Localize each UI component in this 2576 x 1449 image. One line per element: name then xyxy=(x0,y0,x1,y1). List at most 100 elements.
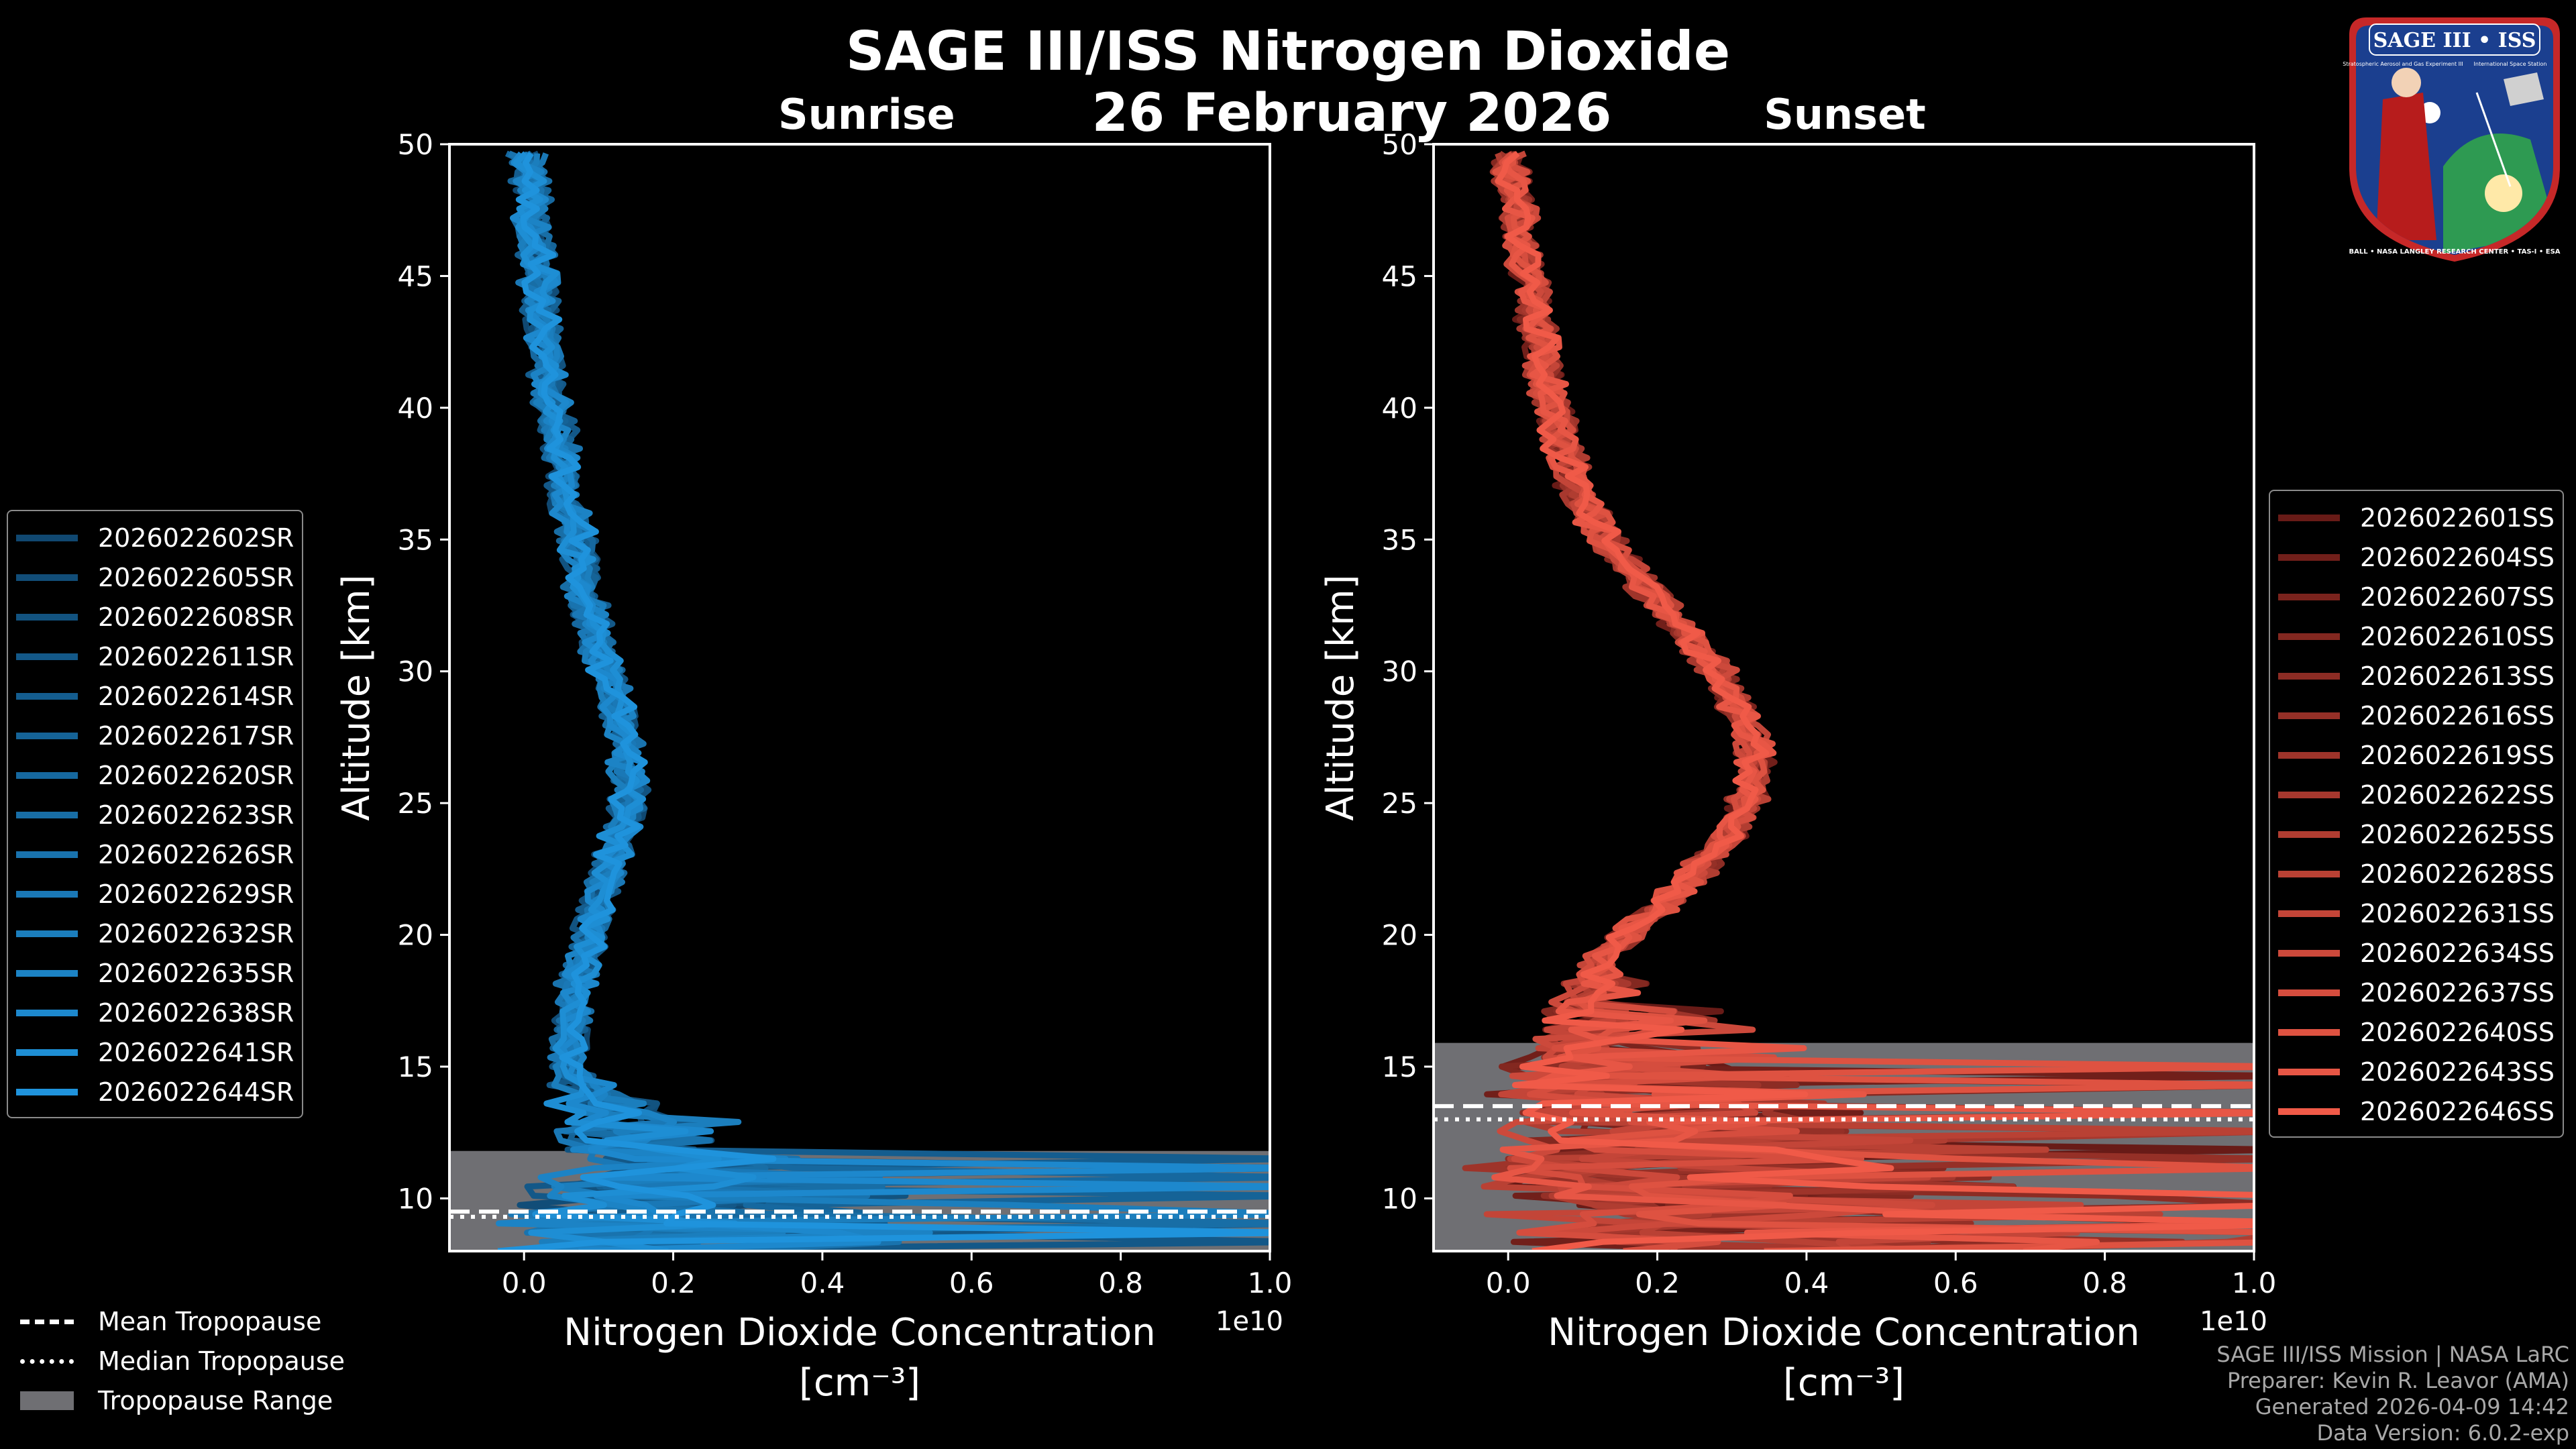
sr-legend-swatch xyxy=(16,930,78,937)
sr-legend-swatch xyxy=(16,811,78,818)
footer-credits: SAGE III/ISS Mission | NASA LaRC Prepare… xyxy=(2216,1342,2569,1446)
ss-xtick-label-0: 0.0 xyxy=(1486,1267,1531,1299)
ss-legend-label: 2026022610SS xyxy=(2360,621,2555,651)
ss-legend-swatch xyxy=(2278,791,2340,798)
ss-xtick-label-5: 1.0 xyxy=(2232,1267,2277,1299)
mean-tropopause-swatch xyxy=(20,1312,74,1331)
ss-series-2026022646SS xyxy=(1495,151,2254,1251)
ss-legend-swatch xyxy=(2278,712,2340,719)
sr-ytick-label-7: 45 xyxy=(398,260,433,292)
sr-xtick-label-3: 0.6 xyxy=(949,1267,994,1299)
ss-ytick-label-0: 10 xyxy=(1382,1182,1417,1215)
sr-legend-label: 2026022605SR xyxy=(98,562,294,592)
sr-series-2026022623SR xyxy=(518,153,1270,1251)
sr-legend-label: 2026022608SR xyxy=(98,602,294,632)
sr-legend-swatch xyxy=(16,890,78,898)
sr-legend-swatch xyxy=(16,1088,78,1095)
ss-xlabel-units: [cm⁻³] xyxy=(1783,1361,1904,1405)
ss-ytick-label-5: 35 xyxy=(1382,523,1417,556)
ss-legend-item: 2026022622SS xyxy=(2278,775,2555,814)
logo-ring-text: BALL • NASA LANGLEY RESEARCH CENTER • TA… xyxy=(2349,248,2560,256)
sr-legend-swatch xyxy=(16,534,78,541)
sunrise-subtitle: Sunrise xyxy=(778,90,955,139)
ss-legend-swatch xyxy=(2278,514,2340,521)
sr-legend-swatch xyxy=(16,771,78,779)
sr-legend-item: 2026022644SR xyxy=(16,1072,294,1112)
footer-line-generated: Generated 2026-04-09 14:42 xyxy=(2255,1394,2569,1419)
ss-legend-swatch xyxy=(2278,633,2340,640)
ss-legend-item: 2026022619SS xyxy=(2278,735,2555,775)
ss-legend-swatch xyxy=(2278,593,2340,600)
ss-ytick-label-3: 25 xyxy=(1382,787,1417,820)
sunset-legend: 2026022601SS 2026022604SS 2026022607SS 2026… xyxy=(2269,490,2565,1138)
sr-legend-label: 2026022626SR xyxy=(98,839,294,869)
sr-ytick-label-6: 40 xyxy=(398,392,433,425)
ss-legend-item: 2026022616SS xyxy=(2278,696,2555,735)
sr-ytick-label-3: 25 xyxy=(398,787,433,820)
ss-legend-item: 2026022628SS xyxy=(2278,854,2555,894)
sr-legend-item: 2026022632SR xyxy=(16,914,294,953)
ss-legend-item: 2026022634SS xyxy=(2278,933,2555,973)
ss-ytick-label-1: 15 xyxy=(1382,1051,1417,1083)
tropopause-legend-mean: Mean Tropopause xyxy=(20,1301,345,1341)
ss-legend-label: 2026022607SS xyxy=(2360,582,2555,612)
sr-legend-swatch xyxy=(16,1049,78,1056)
sage-iii-iss-logo: SAGE III • ISS Stratospheric Aerosol and… xyxy=(2343,17,2561,262)
sr-legend-item: 2026022629SR xyxy=(16,874,294,914)
ss-legend-swatch xyxy=(2278,949,2340,957)
ss-legend-swatch xyxy=(2278,1068,2340,1075)
ss-legend-swatch xyxy=(2278,553,2340,561)
ss-ylabel: Altitude [km] xyxy=(1319,574,1362,820)
sr-legend-label: 2026022635SR xyxy=(98,958,294,988)
sunset-subtitle: Sunset xyxy=(1764,90,1926,139)
sr-legend-item: 2026022605SR xyxy=(16,557,294,597)
ss-legend-swatch xyxy=(2278,751,2340,759)
sr-xlabel: Nitrogen Dioxide Concentration xyxy=(564,1311,1156,1354)
ss-xtick-label-3: 0.6 xyxy=(1933,1267,1978,1299)
sr-ylabel: Altitude [km] xyxy=(335,574,378,820)
ss-legend-item: 2026022631SS xyxy=(2278,894,2555,933)
ss-legend-swatch xyxy=(2278,1028,2340,1036)
sr-xtick-label-1: 0.2 xyxy=(651,1267,696,1299)
ss-xtick-label-2: 0.4 xyxy=(1784,1267,1829,1299)
ss-legend-label: 2026022631SS xyxy=(2360,898,2555,928)
ss-legend-swatch xyxy=(2278,1108,2340,1115)
sr-legend-label: 2026022644SR xyxy=(98,1077,294,1107)
panel-ss: 0.0 0.2 0.4 0.6 0.8 1.0 10 15 20 25 30 35 40 45 50 1e10… xyxy=(1319,128,2277,1405)
sr-axes-frame xyxy=(448,143,1271,1252)
ss-legend-swatch xyxy=(2278,870,2340,877)
sr-ytick-label-0: 10 xyxy=(398,1182,433,1215)
ss-ytick-label-2: 20 xyxy=(1382,919,1417,952)
sr-ytick-label-5: 35 xyxy=(398,523,433,556)
ss-legend-label: 2026022604SS xyxy=(2360,542,2555,572)
ss-legend-item: 2026022604SS xyxy=(2278,537,2555,577)
sr-series-2026022644SR xyxy=(497,152,1270,1251)
sr-x-offset: 1e10 xyxy=(1216,1306,1283,1337)
figure-title: SAGE III/ISS Nitrogen Dioxide xyxy=(845,20,1731,83)
sr-series-2026022608SR xyxy=(517,151,909,1251)
ss-xtick-label-1: 0.2 xyxy=(1635,1267,1680,1299)
ss-legend-label: 2026022601SS xyxy=(2360,502,2555,533)
ss-legend-item: 2026022613SS xyxy=(2278,656,2555,696)
ss-legend-label: 2026022625SS xyxy=(2360,819,2555,849)
ss-legend-swatch xyxy=(2278,989,2340,996)
ss-legend-label: 2026022637SS xyxy=(2360,977,2555,1008)
ss-legend-label: 2026022634SS xyxy=(2360,938,2555,968)
ss-legend-item: 2026022607SS xyxy=(2278,577,2555,616)
ss-legend-item: 2026022646SS xyxy=(2278,1091,2555,1131)
sr-legend-label: 2026022641SR xyxy=(98,1037,294,1067)
ss-legend-item: 2026022640SS xyxy=(2278,1012,2555,1052)
sr-legend-item: 2026022617SR xyxy=(16,716,294,755)
ss-legend-label: 2026022628SS xyxy=(2360,859,2555,889)
sr-legend-item: 2026022620SR xyxy=(16,755,294,795)
footer-line-version: Data Version: 6.0.2-exp xyxy=(2316,1420,2569,1446)
logo-subtitle-left: Stratospheric Aerosol and Gas Experiment… xyxy=(2343,61,2463,67)
sr-legend-swatch xyxy=(16,692,78,700)
ss-legend-label: 2026022619SS xyxy=(2360,740,2555,770)
figure-date: 26 February 2026 xyxy=(1091,83,1612,144)
sr-legend-label: 2026022638SR xyxy=(98,998,294,1028)
sr-legend-item: 2026022641SR xyxy=(16,1032,294,1072)
sr-xtick-label-2: 0.4 xyxy=(800,1267,845,1299)
sr-series-2026022614SR xyxy=(512,152,1270,1251)
sunrise-legend: 2026022602SR 2026022605SR 2026022608SR 2026… xyxy=(7,510,304,1118)
